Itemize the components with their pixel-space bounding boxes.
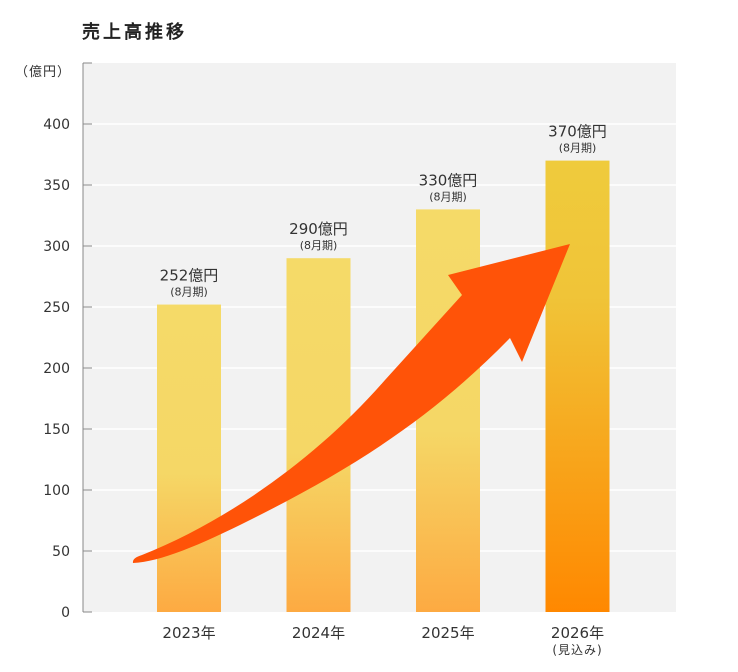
chart-title: 売上高推移 [82, 22, 187, 43]
y-tick-label: 350 [43, 178, 70, 194]
x-tick-label: 2026年 [551, 624, 604, 642]
y-axis-label: （億円） [15, 64, 71, 80]
data-label: 252億円 [160, 267, 219, 285]
y-tick-label: 150 [43, 422, 70, 438]
y-tick-label: 100 [43, 483, 70, 499]
x-tick-label: 2023年 [162, 624, 215, 642]
y-tick-label: 250 [43, 300, 70, 316]
y-tick-label: 400 [43, 117, 70, 133]
growth-arrow-icon [132, 244, 570, 563]
data-sublabel: (8月期) [300, 239, 338, 252]
x-tick-label: 2025年 [421, 624, 474, 642]
bar-2023年 [157, 304, 221, 612]
x-tick-label: 2024年 [292, 624, 345, 642]
y-tick-label: 0 [61, 605, 70, 621]
data-label: 290億円 [289, 220, 348, 238]
x-tick-note: (見込み) [552, 643, 602, 657]
y-tick-label: 300 [43, 239, 70, 255]
y-tick-label: 50 [52, 544, 70, 560]
data-label: 370億円 [548, 123, 607, 141]
data-sublabel: (8月期) [170, 286, 208, 299]
data-label: 330億円 [419, 171, 478, 189]
data-sublabel: (8月期) [559, 142, 597, 155]
data-sublabel: (8月期) [429, 190, 467, 203]
bar-2026年 [545, 160, 610, 612]
y-tick-label: 200 [43, 361, 70, 377]
